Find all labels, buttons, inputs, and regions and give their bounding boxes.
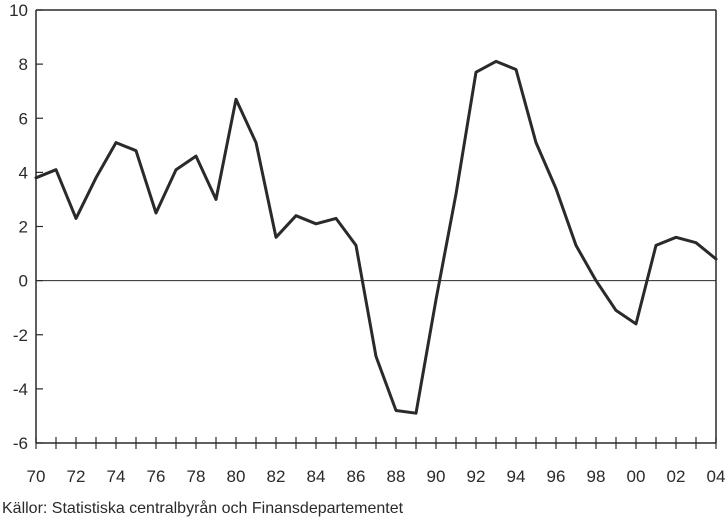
x-tick-label: 98 xyxy=(587,467,606,486)
x-tick-label: 82 xyxy=(267,467,286,486)
y-tick-label: -4 xyxy=(13,380,28,399)
y-tick-label: 0 xyxy=(19,272,28,291)
data-point xyxy=(454,192,458,196)
data-point xyxy=(254,141,258,144)
x-tick-label: 74 xyxy=(107,467,126,486)
data-point xyxy=(94,176,98,179)
x-tick-label: 90 xyxy=(427,467,446,486)
y-tick-label: -6 xyxy=(13,434,28,453)
x-tick-label: 84 xyxy=(307,467,326,486)
data-point xyxy=(554,187,558,190)
data-point xyxy=(614,309,618,312)
x-tick-label: 92 xyxy=(467,467,486,486)
y-tick-label: -2 xyxy=(13,326,28,345)
data-point xyxy=(434,298,438,301)
x-tick-label: 88 xyxy=(387,467,406,486)
y-tick-label: 8 xyxy=(19,55,28,74)
data-point xyxy=(654,244,658,247)
data-point xyxy=(54,168,58,171)
data-point xyxy=(194,154,198,158)
x-tick-label: 76 xyxy=(147,467,166,486)
x-tick-label: 78 xyxy=(187,467,206,486)
y-tick-label: 6 xyxy=(19,109,28,128)
data-point xyxy=(494,60,498,63)
data-point xyxy=(514,68,518,71)
x-axis-ticks: 70 72 74 76 78 80 82 84 86 88 90 92 94 96 98 00 02 04 xyxy=(27,437,726,486)
data-point xyxy=(314,222,318,225)
data-point xyxy=(474,71,478,74)
source-note: Källor: Statistiska centralbyrån och Fin… xyxy=(2,500,404,517)
x-tick-label: 96 xyxy=(547,467,566,486)
series-layer xyxy=(34,59,718,415)
y-tick-label: 2 xyxy=(19,218,28,237)
data-point xyxy=(274,236,278,239)
data-point xyxy=(394,409,398,412)
x-tick-label: 72 xyxy=(67,467,86,486)
data-point xyxy=(74,217,78,220)
data-point xyxy=(354,244,358,247)
x-tick-label: 70 xyxy=(27,467,46,486)
data-point xyxy=(154,211,158,215)
data-point xyxy=(714,257,718,261)
x-tick-label: 00 xyxy=(627,467,646,486)
series-line xyxy=(34,59,718,415)
y-axis-ticks: -6 -4 -2 0 2 4 6 8 10 xyxy=(9,1,43,453)
data-point xyxy=(414,412,418,415)
data-point xyxy=(594,279,598,282)
x-tick-label: 80 xyxy=(227,467,246,486)
data-point xyxy=(34,176,38,179)
x-tick-label: 86 xyxy=(347,467,366,486)
data-point xyxy=(634,322,638,326)
data-point xyxy=(694,241,698,244)
data-point xyxy=(294,214,298,217)
data-point xyxy=(114,141,118,144)
data-point xyxy=(374,355,378,358)
axes xyxy=(35,9,717,444)
x-tick-label: 04 xyxy=(707,467,726,486)
x-tick-label: 94 xyxy=(507,467,526,486)
data-point xyxy=(174,168,178,171)
data-point xyxy=(534,141,538,144)
data-point xyxy=(674,236,678,239)
x-tick-label: 02 xyxy=(667,467,686,486)
y-tick-label: 4 xyxy=(19,163,28,182)
data-point xyxy=(134,149,138,152)
data-point xyxy=(214,198,218,201)
data-point xyxy=(234,98,238,101)
data-point xyxy=(574,244,578,247)
y-tick-label: 10 xyxy=(9,1,28,20)
data-point xyxy=(334,217,338,220)
